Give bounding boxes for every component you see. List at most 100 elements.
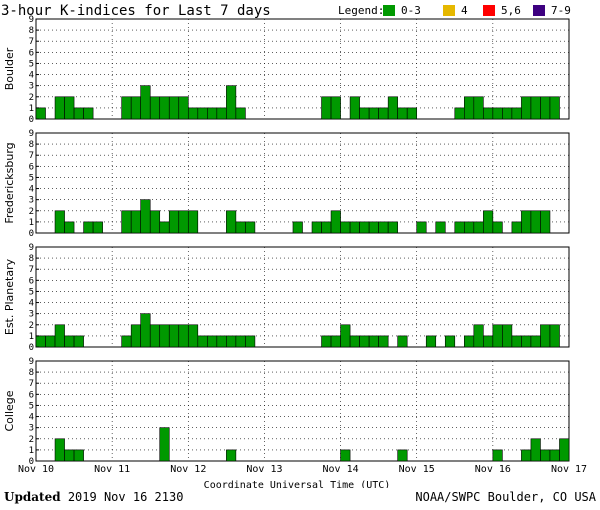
x-tick-label: Nov 12: [170, 464, 206, 475]
bar: [349, 335, 360, 348]
bar: [340, 221, 351, 234]
x-axis: Nov 10 Nov 11 Nov 12 Nov 13 Nov 14 Nov 15 Nov …: [18, 464, 587, 475]
x-tick-label: Nov 17: [551, 464, 587, 475]
bar: [454, 221, 465, 234]
x-tick-label: Nov 13: [246, 464, 282, 475]
y-tick-label: 3: [29, 82, 34, 92]
bar: [178, 96, 189, 120]
y-tick-label: 5: [29, 401, 34, 411]
bar: [121, 96, 132, 120]
bar: [549, 449, 560, 462]
bar: [130, 210, 141, 234]
legend-entry: 7-9: [551, 4, 571, 17]
y-tick-label: 6: [29, 48, 34, 58]
bar: [473, 324, 484, 348]
bar: [502, 107, 513, 120]
chart-title: 3-hour K-indices for Last 7 days: [1, 3, 271, 19]
panel-label: College: [3, 390, 16, 431]
bar: [149, 96, 161, 120]
bar: [378, 335, 389, 348]
y-tick-label: 8: [29, 140, 34, 150]
bar: [187, 324, 199, 348]
bar: [492, 221, 503, 234]
bar: [473, 96, 484, 120]
bar: [464, 96, 475, 120]
bar: [92, 221, 103, 234]
panel-frame: [35, 246, 570, 348]
bar: [483, 210, 494, 234]
bar: [54, 210, 65, 234]
bar: [226, 85, 237, 120]
bar: [483, 107, 494, 120]
y-tick-label: 6: [29, 162, 34, 172]
y-tick-label: 4: [29, 71, 34, 81]
bar: [483, 335, 494, 348]
bar: [130, 324, 141, 348]
bar: [368, 335, 379, 348]
legend-swatch: [383, 5, 395, 16]
x-tick-label: Nov 11: [94, 464, 130, 475]
bar: [349, 221, 360, 234]
bar: [521, 96, 532, 120]
bar: [159, 427, 170, 462]
bar: [330, 335, 341, 348]
y-tick-label: 7: [29, 151, 34, 161]
footer-credit: NOAA/SWPC Boulder, CO USA: [415, 490, 596, 504]
y-tick-label: 0: [29, 115, 34, 125]
bar: [464, 221, 475, 234]
bar: [73, 107, 84, 120]
bar: [35, 107, 46, 120]
bar: [435, 221, 446, 234]
y-tick-label: 4: [29, 299, 34, 309]
bar: [159, 324, 170, 348]
bar: [397, 107, 408, 120]
bar: [226, 210, 237, 234]
bar: [197, 107, 208, 120]
panels: 0123456789Boulder0123456789Fredericksbur…: [3, 15, 570, 467]
y-tick-label: 7: [29, 379, 34, 389]
bar: [130, 96, 141, 120]
bar: [378, 221, 389, 234]
bar: [521, 210, 532, 234]
legend-swatch: [533, 5, 545, 16]
bar: [159, 221, 170, 234]
y-tick-label: 8: [29, 26, 34, 36]
bar: [207, 335, 218, 348]
bar: [226, 335, 237, 348]
x-tick-label: Nov 10: [18, 464, 54, 475]
bar: [368, 221, 379, 234]
bar: [530, 210, 541, 234]
bar: [245, 335, 256, 348]
bar: [454, 107, 465, 120]
bar: [340, 449, 351, 462]
y-tick-label: 2: [29, 93, 34, 103]
y-tick-label: 2: [29, 321, 34, 331]
y-tick-label: 1: [29, 104, 34, 114]
bar: [159, 96, 170, 120]
y-tick-label: 5: [29, 287, 34, 297]
bar: [140, 85, 151, 120]
bar: [35, 335, 46, 348]
panel-label: Est. Planetary: [3, 258, 16, 335]
y-tick-label: 1: [29, 332, 34, 342]
y-tick-label: 6: [29, 390, 34, 400]
bar: [226, 449, 237, 462]
y-tick-label: 3: [29, 196, 34, 206]
bar: [406, 107, 418, 120]
bar: [530, 335, 541, 348]
bar: [168, 324, 180, 348]
bar: [340, 324, 351, 348]
bar: [492, 449, 503, 462]
y-tick-label: 6: [29, 276, 34, 286]
panel-label: Boulder: [3, 47, 16, 90]
y-tick-label: 1: [29, 218, 34, 228]
bar: [359, 335, 370, 348]
bar: [73, 449, 84, 462]
y-tick-label: 3: [29, 310, 34, 320]
bar: [54, 324, 65, 348]
bar: [359, 221, 370, 234]
bar: [64, 449, 75, 462]
bar: [235, 221, 246, 234]
bar: [359, 107, 370, 120]
